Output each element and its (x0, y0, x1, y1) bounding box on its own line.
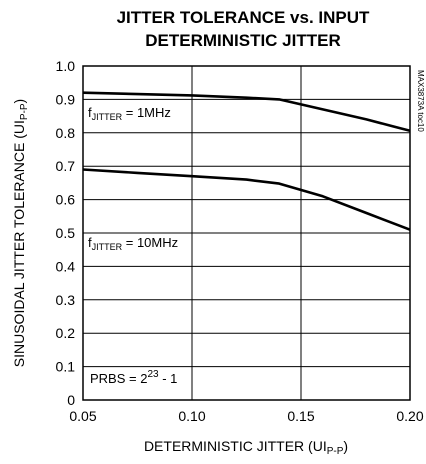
annotation-1mhz-post: = 1MHz (122, 105, 171, 120)
y-tick-label: 0.6 (56, 192, 76, 208)
annotation-1mhz-pre: f (88, 105, 92, 120)
y-axis-title: SINUSOIDAL JITTER TOLERANCE (UIP-P) (11, 99, 30, 367)
x-axis-title-sub: P-P (327, 446, 344, 457)
annotation-1mhz-sub: JITTER (92, 112, 123, 122)
y-tick-label: 0.8 (56, 125, 76, 141)
annotation-prbs-post: - 1 (159, 371, 178, 386)
x-tick-label: 0.15 (287, 408, 314, 424)
annotation-prbs: PRBS = 223 - 1 (90, 369, 177, 386)
chart-title-line2: DETERMINISTIC JITTER (145, 31, 341, 50)
y-tick-label: 0.9 (56, 91, 76, 107)
y-tick-label: 0.1 (56, 359, 76, 375)
y-tick-label: 0.5 (56, 225, 76, 241)
figure-id-watermark: MAX3873A toc10 (416, 70, 425, 132)
y-tick-label: 0.3 (56, 292, 76, 308)
series-line-1 (82, 91, 411, 133)
annotation-1mhz: fJITTER = 1MHz (88, 105, 171, 122)
x-axis-title: DETERMINISTIC JITTER (UIP-P) (144, 438, 348, 457)
y-tick-label: 0.7 (56, 158, 76, 174)
annotation-prbs-sup: 23 (147, 369, 159, 380)
x-tick-label: 0.05 (69, 408, 96, 424)
annotation-10mhz: fJITTER = 10MHz (88, 235, 178, 252)
x-tick-label: 0.20 (396, 408, 423, 424)
chart-title-line1: JITTER TOLERANCE vs. INPUT (117, 8, 370, 27)
x-axis-title-close: ) (343, 438, 348, 454)
annotation-10mhz-sub: JITTER (92, 242, 123, 252)
annotation-prbs-pre: PRBS = 2 (90, 371, 147, 386)
plot-frame (82, 65, 411, 401)
y-tick-label: 0.2 (56, 325, 76, 341)
x-axis-title-main: DETERMINISTIC JITTER (UI (144, 438, 327, 454)
y-axis-title-sub: P-P (19, 103, 30, 120)
annotation-10mhz-post: = 10MHz (122, 235, 178, 250)
y-tick-label: 0.4 (56, 258, 76, 274)
series-line-2 (82, 168, 411, 231)
y-axis-title-main: SINUSOIDAL JITTER TOLERANCE (UI (11, 120, 27, 367)
y-tick-label: 0 (67, 392, 75, 408)
y-tick-labels: 0 0.1 0.2 0.3 0.4 0.5 0.6 0.7 0.8 0.9 1.0 (56, 58, 76, 408)
grid-layer (83, 66, 410, 400)
annotation-10mhz-pre: f (88, 235, 92, 250)
series-layer (82, 91, 411, 231)
x-tick-labels: 0.05 0.10 0.15 0.20 (69, 408, 423, 424)
x-tick-label: 0.10 (178, 408, 205, 424)
y-tick-label: 1.0 (56, 58, 76, 74)
y-axis-title-close: ) (11, 99, 27, 104)
